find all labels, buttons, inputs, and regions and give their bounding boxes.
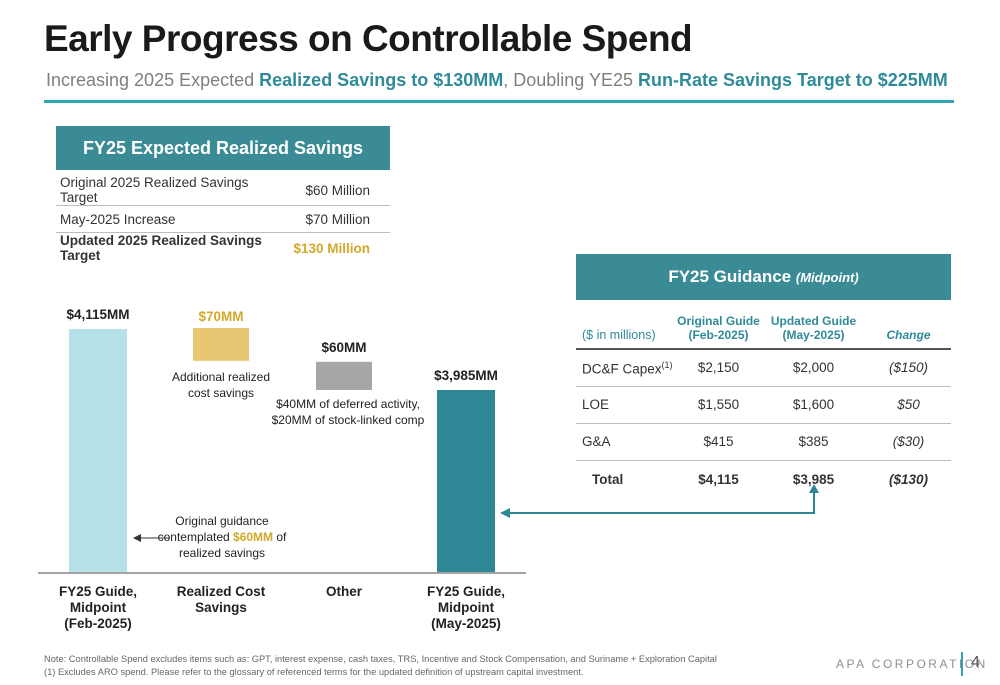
unit-label: ($ in millions) xyxy=(576,305,676,350)
cell-updated: $385 xyxy=(761,423,866,461)
bar-may-guide xyxy=(437,390,495,572)
row-label: DC&F Capex(1) xyxy=(576,349,676,387)
row-label: G&A xyxy=(576,423,676,461)
table-header-row: ($ in millions) Original Guide (Feb-2025)… xyxy=(576,305,951,350)
connector-line xyxy=(510,490,815,514)
table-total-row: Total $4,115 $3,985 ($130) xyxy=(576,460,951,498)
savings-row-label: May-2025 Increase xyxy=(56,205,290,233)
cell-original: $1,550 xyxy=(676,386,761,424)
cell-updated: $2,000 xyxy=(761,349,866,387)
category-label: Midpoint xyxy=(438,600,495,615)
savings-row-value: $70 Million xyxy=(289,205,390,233)
cell-original: $415 xyxy=(676,423,761,461)
category-label: FY25 Guide, xyxy=(59,584,137,599)
annotation-realized: cost savings xyxy=(188,386,254,400)
page-title: Early Progress on Controllable Spend xyxy=(44,18,693,59)
total-change: ($130) xyxy=(888,471,929,487)
col-header-updated: Updated Guide (May-2025) xyxy=(761,305,866,350)
table-row: May-2025 Increase $70 Million xyxy=(56,205,390,233)
savings-row-value: $60 Million xyxy=(289,175,390,206)
savings-table: Original 2025 Realized Savings Target $6… xyxy=(56,175,390,263)
table-row: LOE $1,550 $1,600 $50 xyxy=(576,386,951,424)
col-header-updated-line1: Updated Guide xyxy=(770,314,857,328)
data-label: $60MM xyxy=(321,340,366,355)
col-header-updated-line2: (May-2025) xyxy=(782,328,845,342)
category-label: Midpoint xyxy=(70,600,127,615)
bar-other xyxy=(316,361,372,390)
annotation-text: of xyxy=(273,530,287,544)
subtitle-text-2: , Doubling YE25 xyxy=(503,70,639,90)
data-label: $4,115MM xyxy=(66,307,129,322)
brand-logo-text: APA CORPORATION xyxy=(836,657,988,671)
table-row: Updated 2025 Realized Savings Target $13… xyxy=(56,233,390,263)
category-label: (Feb-2025) xyxy=(64,616,132,631)
guidance-header-text: FY25 Guidance xyxy=(668,267,796,286)
cell-updated: $1,600 xyxy=(761,386,866,424)
bar-feb-guide xyxy=(69,329,127,572)
footnote-marker: (1) xyxy=(661,359,673,370)
bar-realized-savings xyxy=(193,328,249,361)
brand-divider xyxy=(961,652,963,676)
col-header-change: Change xyxy=(866,305,951,350)
savings-row-value: $130 Million xyxy=(293,240,370,256)
annotation-guidance-line: contemplated $60MM of xyxy=(158,530,287,544)
data-label: $70MM xyxy=(198,309,243,324)
guidance-table-header: FY25 Guidance (Midpoint) xyxy=(576,254,951,300)
annotation-other: $20MM of stock-linked comp xyxy=(272,413,425,427)
total-original: $4,115 xyxy=(698,471,739,487)
col-header-original: Original Guide (Feb-2025) xyxy=(676,305,761,350)
footnote-1: (1) Excludes ARO spend. Please refer to … xyxy=(44,667,584,677)
savings-row-label: Updated 2025 Realized Savings Target xyxy=(60,233,262,263)
table-row: Original 2025 Realized Savings Target $6… xyxy=(56,175,390,206)
page-subtitle: Increasing 2025 Expected Realized Saving… xyxy=(46,70,948,91)
annotation-text: contemplated xyxy=(158,530,233,544)
subtitle-highlight-2: Run-Rate Savings Target to $225MM xyxy=(638,70,948,90)
table-row: DC&F Capex(1) $2,150 $2,000 ($150) xyxy=(576,349,951,387)
connector-arrowhead-up xyxy=(809,484,819,493)
savings-table-header: FY25 Expected Realized Savings Target xyxy=(56,126,390,202)
annotation-guidance-line: Original guidance xyxy=(175,514,269,528)
table-row: G&A $415 $385 ($30) xyxy=(576,423,951,461)
annotation-guidance-line: realized savings xyxy=(179,546,265,560)
guidance-header-sub: (Midpoint) xyxy=(795,270,859,285)
category-label: Savings xyxy=(195,600,247,615)
subtitle-highlight-1: Realized Savings to $130MM xyxy=(259,70,504,90)
data-label: $3,985MM xyxy=(434,368,498,383)
cell-change: $50 xyxy=(866,386,951,424)
total-label: Total xyxy=(592,471,624,487)
subtitle-text-1: Increasing 2025 Expected xyxy=(46,70,260,90)
total-updated: $3,985 xyxy=(792,471,835,487)
col-header-original-line2: (Feb-2025) xyxy=(688,328,749,342)
category-label: FY25 Guide, xyxy=(427,584,505,599)
col-header-original-line1: Original Guide xyxy=(677,314,760,328)
category-label: Other xyxy=(326,584,363,599)
row-label-text: DC&F Capex xyxy=(582,361,662,376)
cell-change: ($150) xyxy=(866,349,951,387)
page-number: 4 xyxy=(971,654,980,671)
category-label: Realized Cost xyxy=(177,584,266,599)
guidance-table: ($ in millions) Original Guide (Feb-2025)… xyxy=(576,305,951,498)
category-label: (May-2025) xyxy=(431,616,501,631)
cell-change: ($30) xyxy=(866,423,951,461)
row-label: LOE xyxy=(576,386,676,424)
annotation-realized: Additional realized xyxy=(172,370,270,384)
connector-arrowhead-left xyxy=(500,508,510,518)
title-divider xyxy=(44,100,954,103)
pointer-arrowhead xyxy=(133,534,141,542)
footnote-note: Note: Controllable Spend excludes items … xyxy=(44,654,717,664)
cell-original: $2,150 xyxy=(676,349,761,387)
savings-row-label: Original 2025 Realized Savings Target xyxy=(56,175,290,206)
annotation-other: $40MM of deferred activity, xyxy=(276,397,420,411)
annotation-highlight: $60MM xyxy=(233,530,273,544)
